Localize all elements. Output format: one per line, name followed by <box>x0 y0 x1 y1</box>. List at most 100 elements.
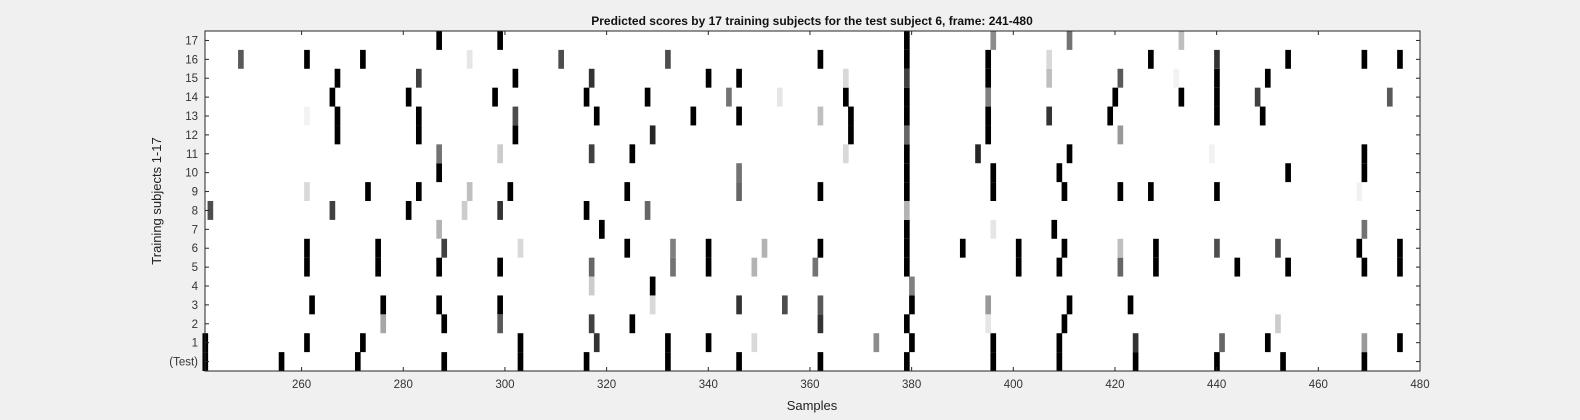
heatmap-cell <box>1361 333 1368 353</box>
plot-frame <box>204 30 1421 372</box>
heatmap-cell <box>1061 182 1068 201</box>
heatmap-cell <box>624 238 631 258</box>
heatmap-cell <box>1117 125 1124 145</box>
heatmap-cell <box>904 144 910 164</box>
heatmap-cell <box>441 352 448 371</box>
heatmap-cell <box>1117 257 1124 277</box>
heatmap-cell <box>1397 333 1403 353</box>
heatmap-cell <box>690 106 697 126</box>
heatmap-cell <box>990 31 997 50</box>
heatmap-cell <box>761 238 768 258</box>
heatmap-cell <box>736 106 742 126</box>
heatmap-cell <box>848 125 854 145</box>
heatmap-cell <box>904 257 910 277</box>
heatmap-cell <box>334 68 341 88</box>
heatmap-cell <box>1148 182 1154 201</box>
heatmap-cell <box>644 87 651 107</box>
x-tick-label: 380 <box>902 379 921 391</box>
heatmap-cell <box>588 257 595 277</box>
heatmap-cell <box>354 352 361 371</box>
heatmap-cell <box>238 49 244 69</box>
heatmap-cell <box>304 238 310 258</box>
heatmap-cell <box>909 295 915 315</box>
heatmap-cell <box>415 125 422 145</box>
heatmap-cell <box>497 295 503 315</box>
heatmap-cell <box>1214 352 1220 371</box>
heatmap-cell <box>1214 106 1220 126</box>
heatmap-cell <box>817 106 824 126</box>
heatmap-cell <box>588 276 595 296</box>
heatmap-cell <box>904 49 910 69</box>
heatmap-cell <box>751 333 758 353</box>
x-tick-label: 400 <box>1004 379 1023 391</box>
heatmap-cell <box>736 68 742 88</box>
heatmap-cell <box>1397 49 1403 69</box>
heatmap-cell <box>436 257 442 277</box>
heatmap-cell <box>1254 87 1261 107</box>
heatmap-cell <box>583 352 590 371</box>
heatmap-cell <box>1066 144 1073 164</box>
heatmap-cell <box>304 49 310 69</box>
heatmap-cell <box>1356 182 1363 201</box>
heatmap-cell <box>304 106 310 126</box>
heatmap-cell <box>990 352 997 371</box>
heatmap-cell <box>649 276 656 296</box>
heatmap-cell <box>1153 238 1159 258</box>
heatmap-cell <box>736 295 742 315</box>
y-tick-label: 3 <box>192 300 198 312</box>
heatmap-cell <box>304 182 310 201</box>
heatmap-cell <box>904 182 910 201</box>
heatmap-cell <box>904 31 910 50</box>
heatmap-cell <box>985 87 992 107</box>
heatmap-cell <box>441 314 448 334</box>
heatmap-cell <box>670 257 676 277</box>
heatmap-cell <box>1046 106 1053 126</box>
x-tick-label: 460 <box>1309 379 1328 391</box>
heatmap-cell <box>817 182 824 201</box>
heatmap-cell <box>705 238 712 258</box>
heatmap-cell <box>588 68 595 88</box>
heatmap-cell <box>812 257 819 277</box>
heatmap-cell <box>207 201 214 220</box>
heatmap-cell <box>904 201 910 220</box>
heatmap-cell <box>1275 238 1281 258</box>
y-tick-label: 9 <box>192 187 198 199</box>
heatmap-cell <box>1015 257 1022 277</box>
heatmap-cell <box>436 31 442 50</box>
heatmap-cell <box>782 295 788 315</box>
y-tick-label: 11 <box>186 149 198 161</box>
heatmap-cell <box>705 333 712 353</box>
heatmap-cell <box>583 201 590 220</box>
y-tick-label: 14 <box>185 92 198 104</box>
y-tick-label: 12 <box>185 130 198 142</box>
heatmap-cell <box>309 295 315 315</box>
x-axis-label: Samples <box>787 398 838 413</box>
heatmap-cell <box>904 219 910 239</box>
heatmap-cell <box>405 87 412 107</box>
heatmap-cell <box>278 352 285 371</box>
heatmap-cell <box>497 31 503 50</box>
heatmap-cell <box>904 68 910 88</box>
heatmap-cell <box>380 295 387 315</box>
heatmap-cell <box>644 201 651 220</box>
heatmap-cell <box>1259 106 1266 126</box>
x-tick-label: 420 <box>1105 379 1124 391</box>
heatmap-cell <box>517 333 524 353</box>
y-axis-label: Training subjects 1-17 <box>149 137 164 264</box>
heatmap-cell <box>441 238 448 258</box>
heatmap-cell <box>497 314 503 334</box>
heatmap-cell <box>985 314 992 334</box>
x-tick-label: 260 <box>292 379 311 391</box>
heatmap-cell <box>415 182 422 201</box>
heatmap-cell <box>375 257 381 277</box>
heatmap-cell <box>1056 163 1063 183</box>
heatmap-cell <box>817 238 824 258</box>
heatmap-cell <box>1285 49 1291 69</box>
heatmap-cell <box>817 295 824 315</box>
heatmap-cell <box>909 333 915 353</box>
heatmap-cell <box>365 182 371 201</box>
x-tick-label: 320 <box>597 379 616 391</box>
heatmap-cell <box>990 219 997 239</box>
heatmap-cell <box>375 238 381 258</box>
